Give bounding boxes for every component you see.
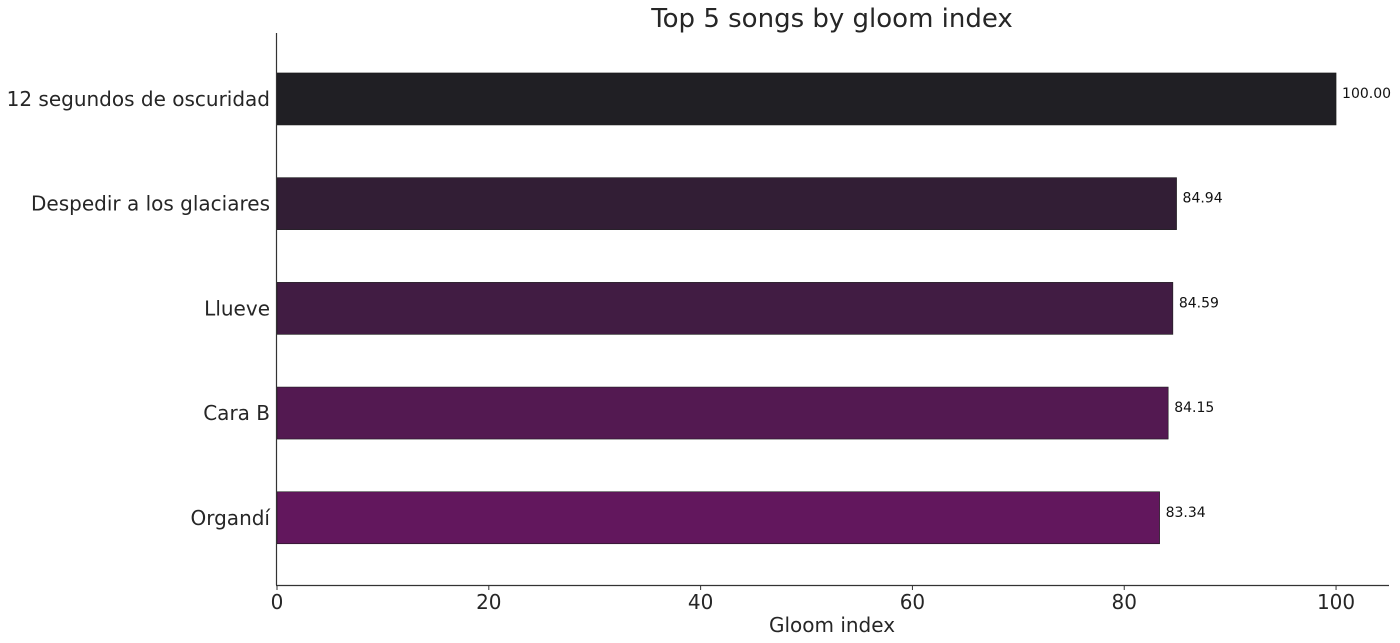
x-tick-label: 60 (900, 590, 925, 614)
bar (276, 282, 1174, 335)
bar (276, 72, 1337, 126)
value-labels: 100.00 84.94 84.59 84.15 83.34 (1166, 86, 1391, 521)
bar (276, 177, 1177, 230)
x-axis-label: Gloom index (769, 613, 895, 637)
bar (276, 386, 1169, 440)
x-axis-ticks: 0 20 40 60 80 100 (271, 585, 1355, 614)
category-label: Organdí (191, 506, 272, 530)
bars-layer (276, 72, 1337, 545)
x-tick-label: 20 (476, 590, 501, 614)
category-label: Despedir a los glaciares (31, 192, 270, 216)
x-tick-label: 100 (1317, 590, 1355, 614)
x-tick-label: 40 (688, 590, 713, 614)
category-label: Llueve (204, 296, 270, 320)
bar (276, 491, 1160, 545)
value-label: 83.34 (1166, 505, 1206, 521)
value-label: 84.94 (1183, 191, 1223, 207)
value-label: 84.59 (1179, 295, 1219, 311)
x-tick-label: 0 (271, 590, 284, 614)
x-tick-label: 80 (1112, 590, 1137, 614)
value-label: 100.00 (1342, 86, 1391, 102)
chart-title: Top 5 songs by gloom index (650, 4, 1013, 34)
value-label: 84.15 (1174, 400, 1214, 416)
category-label: 12 segundos de oscuridad (7, 87, 270, 111)
category-labels: 12 segundos de oscuridad Despedir a los g… (7, 87, 272, 530)
category-label: Cara B (203, 401, 270, 425)
